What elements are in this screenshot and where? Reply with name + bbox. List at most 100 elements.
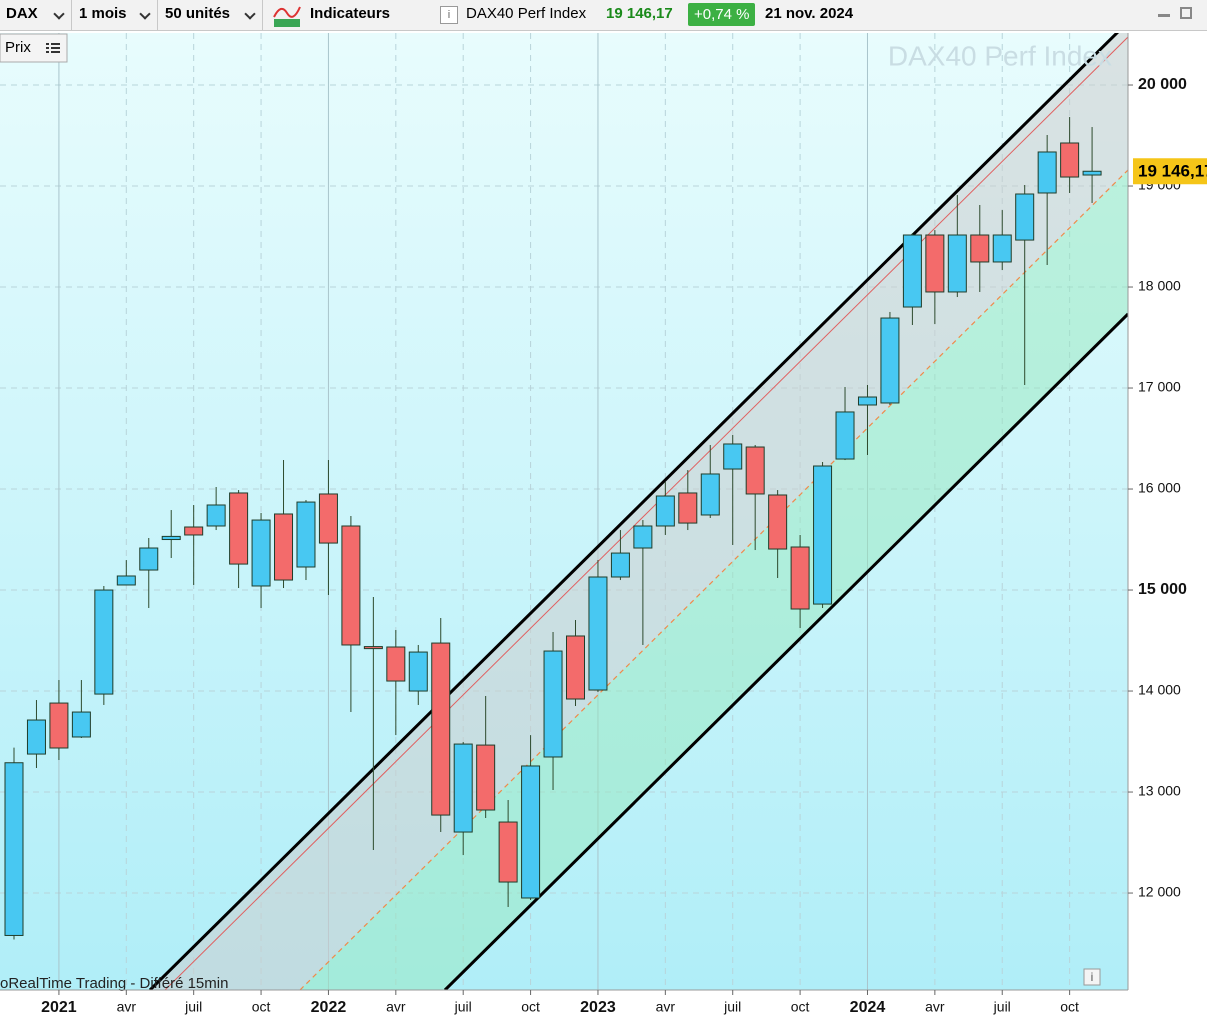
candle-body [341, 525, 361, 646]
candle-body [71, 711, 91, 738]
candle-body [947, 234, 967, 293]
candle-body [723, 443, 743, 470]
y-tick-label: 20 000 [1138, 76, 1187, 93]
candle-body [813, 465, 833, 605]
maximize-button[interactable] [1180, 7, 1192, 19]
x-tick-label: 2022 [311, 999, 347, 1015]
candle-body [431, 642, 451, 816]
x-tick-label: juil [993, 999, 1011, 1015]
info-icon[interactable]: i [440, 6, 458, 24]
x-tick-label: avr [386, 999, 406, 1015]
candle-body [49, 702, 69, 749]
last-price-tag-label: 19 146,17 [1138, 162, 1207, 181]
candle-body [363, 646, 383, 650]
units-select[interactable]: 50 unités [159, 0, 263, 30]
candle-body [386, 646, 406, 682]
channel-lower-line [443, 312, 1128, 990]
candle-body [678, 492, 698, 524]
candle-body [521, 765, 541, 899]
x-tick-label: avr [925, 999, 945, 1015]
candle-body [1060, 142, 1080, 178]
period-select[interactable]: 1 mois [73, 0, 158, 30]
y-tick-label: 18 000 [1138, 278, 1181, 294]
watermark-title: DAX40 Perf Index [888, 40, 1112, 71]
candle-body [116, 575, 136, 586]
candle-body [633, 525, 653, 549]
candle-body [835, 411, 855, 460]
y-tick-label: 12 000 [1138, 884, 1181, 900]
list-icon [46, 43, 60, 53]
regression-channel [148, 33, 1128, 990]
candle-body [1082, 170, 1102, 176]
indicators-button[interactable]: Indicateurs [310, 5, 391, 22]
minimize-button[interactable] [1158, 14, 1170, 17]
x-tick-label: juil [723, 999, 741, 1015]
last-price-tag [1133, 158, 1207, 185]
candle-body [902, 234, 922, 308]
candle-body [476, 744, 496, 811]
candle-body [229, 492, 249, 565]
candle-body [857, 396, 877, 406]
candle-body [700, 473, 720, 516]
candle-body [94, 589, 114, 695]
candle-body [408, 651, 428, 692]
candle-body [274, 513, 294, 581]
instrument-name: DAX40 Perf Index [466, 5, 587, 22]
candle-body [161, 535, 181, 541]
x-tick-label: oct [791, 999, 810, 1015]
y-tick-label: 13 000 [1138, 783, 1181, 799]
candle-body [970, 234, 990, 263]
candle-body [588, 576, 608, 691]
y-tick-label: 15 000 [1138, 581, 1187, 598]
x-tick-label: 2024 [850, 999, 886, 1015]
quote-date: 21 nov. 2024 [765, 5, 854, 22]
candle-body [4, 762, 24, 936]
candle-body [318, 493, 338, 544]
candle-body [139, 547, 159, 571]
candle-body [184, 526, 204, 536]
x-tick-label: 2021 [41, 999, 77, 1015]
indicators-arrow[interactable] [410, 0, 430, 30]
x-tick-label: juil [184, 999, 202, 1015]
candle-body [655, 495, 675, 527]
candle-body [790, 546, 810, 610]
y-tick-label: 14 000 [1138, 682, 1181, 698]
x-tick-label: 2023 [580, 999, 616, 1015]
x-tick-label: avr [117, 999, 137, 1015]
toolbar: DAX 1 mois 50 unités Indicateurs i DAX40… [0, 0, 1207, 31]
candle-body [992, 234, 1012, 263]
x-tick-label: oct [252, 999, 271, 1015]
candle-body [745, 446, 765, 495]
footer-source: oRealTime Trading - Différé 15min [0, 975, 228, 992]
info-icon-label: i [1091, 970, 1094, 984]
candle-body [498, 821, 518, 883]
symbol-select[interactable]: DAX [0, 0, 72, 30]
chart: DAX40 Perf Index Prix oRealTime Trading … [0, 33, 1207, 1015]
candle-body [1037, 151, 1057, 194]
candle-body [453, 743, 473, 833]
candle-body [880, 317, 900, 404]
x-tick-label: juil [454, 999, 472, 1015]
x-tick-label: oct [1060, 999, 1079, 1015]
candle-body [566, 635, 585, 700]
x-tick-label: avr [656, 999, 676, 1015]
channel-upper-fill [150, 33, 1128, 990]
candle-body [925, 234, 945, 293]
channel-upper-line [148, 33, 1120, 990]
candle-body [610, 552, 630, 578]
candle-body [296, 501, 316, 568]
info-icon[interactable] [1083, 968, 1101, 986]
candle-body [768, 494, 788, 550]
candle-body [26, 719, 46, 755]
price-button-label: Prix [5, 39, 31, 56]
x-tick-label: oct [521, 999, 540, 1015]
change-badge: +0,74 % [688, 3, 756, 26]
indicator-icon[interactable] [272, 1, 302, 29]
y-tick-label: 17 000 [1138, 379, 1181, 395]
y-tick-label: 16 000 [1138, 480, 1181, 496]
channel-red-line [164, 36, 1128, 990]
candle-body [1015, 193, 1035, 241]
candle-body [543, 650, 563, 758]
candle-body [251, 519, 271, 587]
